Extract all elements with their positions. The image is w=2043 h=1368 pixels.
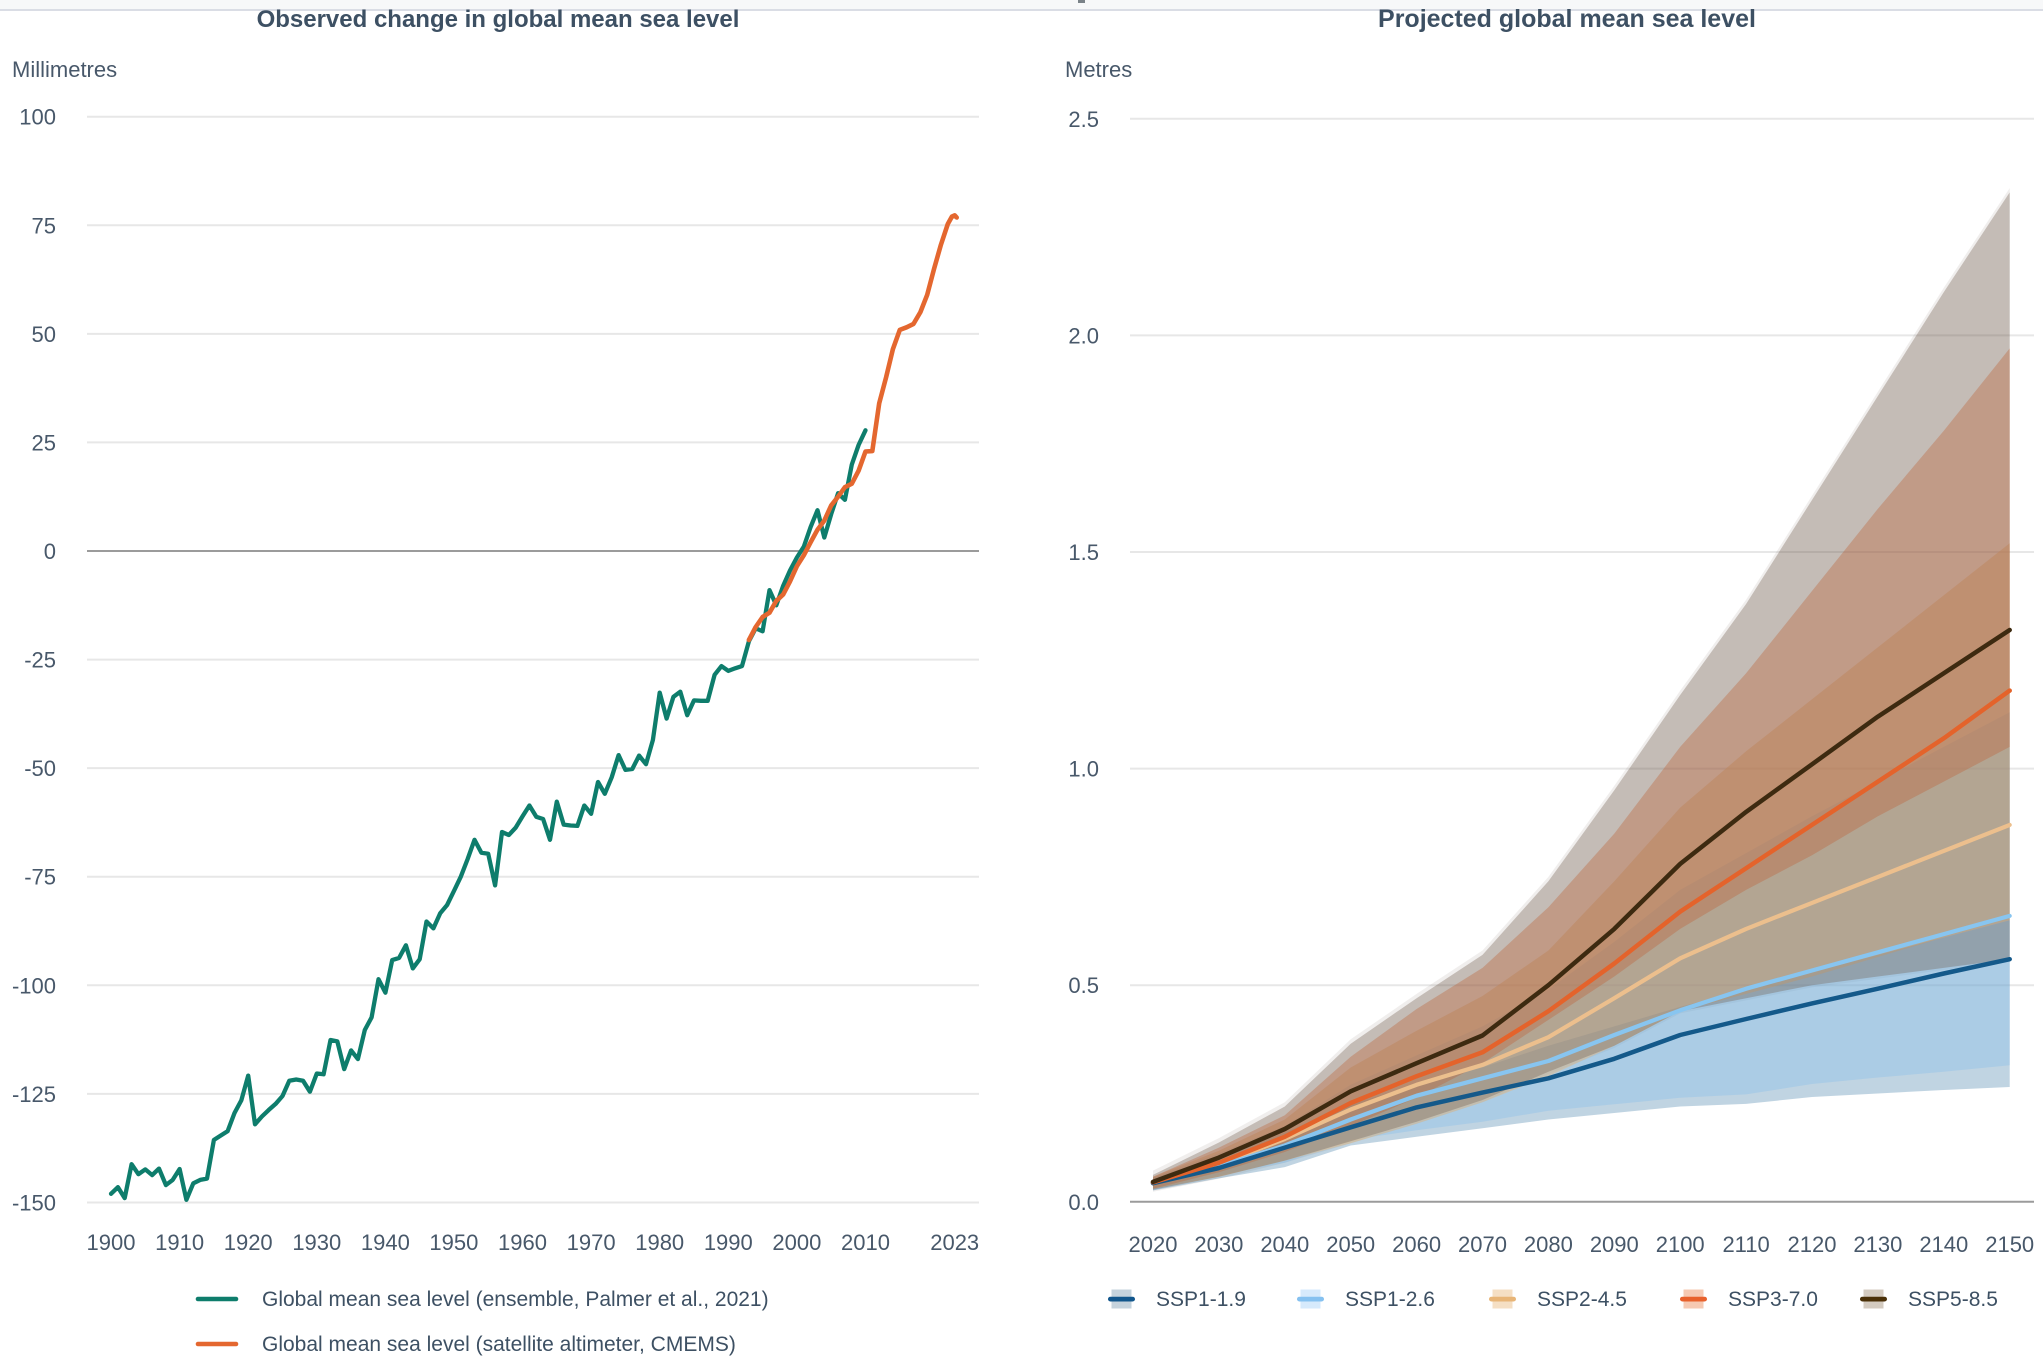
svg-text:2120: 2120 xyxy=(1788,1232,1837,1257)
svg-text:1910: 1910 xyxy=(155,1230,204,1255)
svg-text:1950: 1950 xyxy=(429,1230,478,1255)
svg-text:2070: 2070 xyxy=(1458,1232,1507,1257)
svg-text:2.0: 2.0 xyxy=(1068,323,1099,348)
svg-text:2023: 2023 xyxy=(930,1230,979,1255)
svg-text:2150: 2150 xyxy=(1985,1232,2034,1257)
svg-text:2130: 2130 xyxy=(1853,1232,1902,1257)
svg-text:1960: 1960 xyxy=(498,1230,547,1255)
svg-text:0.5: 0.5 xyxy=(1068,973,1099,998)
svg-text:SSP2-4.5: SSP2-4.5 xyxy=(1537,1288,1627,1311)
svg-text:2100: 2100 xyxy=(1656,1232,1705,1257)
svg-text:1980: 1980 xyxy=(635,1230,684,1255)
svg-text:Global mean sea level (satelli: Global mean sea level (satellite altimet… xyxy=(262,1333,736,1356)
svg-text:2060: 2060 xyxy=(1392,1232,1441,1257)
svg-text:75: 75 xyxy=(32,213,56,238)
svg-text:Projected global mean sea leve: Projected global mean sea level xyxy=(1378,5,1756,33)
svg-text:1990: 1990 xyxy=(704,1230,753,1255)
svg-text:1920: 1920 xyxy=(224,1230,273,1255)
svg-text:Millimetres: Millimetres xyxy=(12,57,117,82)
svg-text:SSP3-7.0: SSP3-7.0 xyxy=(1728,1288,1818,1311)
svg-text:2090: 2090 xyxy=(1590,1232,1639,1257)
svg-text:0.0: 0.0 xyxy=(1068,1190,1099,1215)
svg-text:Global mean sea level (ensembl: Global mean sea level (ensemble, Palmer … xyxy=(262,1288,769,1311)
svg-text:1970: 1970 xyxy=(567,1230,616,1255)
svg-text:2.5: 2.5 xyxy=(1068,107,1099,132)
svg-text:-150: -150 xyxy=(12,1191,56,1216)
svg-text:2050: 2050 xyxy=(1326,1232,1375,1257)
svg-text:1940: 1940 xyxy=(361,1230,410,1255)
svg-text:2020: 2020 xyxy=(1129,1232,1178,1257)
svg-text:SSP1-2.6: SSP1-2.6 xyxy=(1345,1288,1435,1311)
svg-text:2040: 2040 xyxy=(1260,1232,1309,1257)
svg-text:-75: -75 xyxy=(24,865,56,890)
svg-text:2080: 2080 xyxy=(1524,1232,1573,1257)
svg-text:25: 25 xyxy=(32,430,56,455)
svg-text:SSP1-1.9: SSP1-1.9 xyxy=(1156,1288,1246,1311)
svg-text:2010: 2010 xyxy=(841,1230,890,1255)
svg-text:100: 100 xyxy=(19,105,56,130)
svg-text:1.0: 1.0 xyxy=(1068,757,1099,782)
svg-text:Metres: Metres xyxy=(1065,57,1132,82)
svg-text:2000: 2000 xyxy=(772,1230,821,1255)
svg-text:0: 0 xyxy=(44,539,56,564)
svg-text:50: 50 xyxy=(32,322,56,347)
svg-text:-100: -100 xyxy=(12,973,56,998)
svg-text:-25: -25 xyxy=(24,648,56,673)
svg-text:1.5: 1.5 xyxy=(1068,540,1099,565)
svg-text:2110: 2110 xyxy=(1722,1232,1769,1257)
svg-text:2030: 2030 xyxy=(1194,1232,1243,1257)
svg-text:-125: -125 xyxy=(12,1082,56,1107)
svg-text:1930: 1930 xyxy=(292,1230,341,1255)
svg-text:Observed change in global mean: Observed change in global mean sea level xyxy=(257,6,740,33)
svg-text:-50: -50 xyxy=(24,756,56,781)
svg-text:SSP5-8.5: SSP5-8.5 xyxy=(1908,1288,1998,1311)
svg-text:1900: 1900 xyxy=(87,1230,136,1255)
svg-text:2140: 2140 xyxy=(1919,1232,1968,1257)
